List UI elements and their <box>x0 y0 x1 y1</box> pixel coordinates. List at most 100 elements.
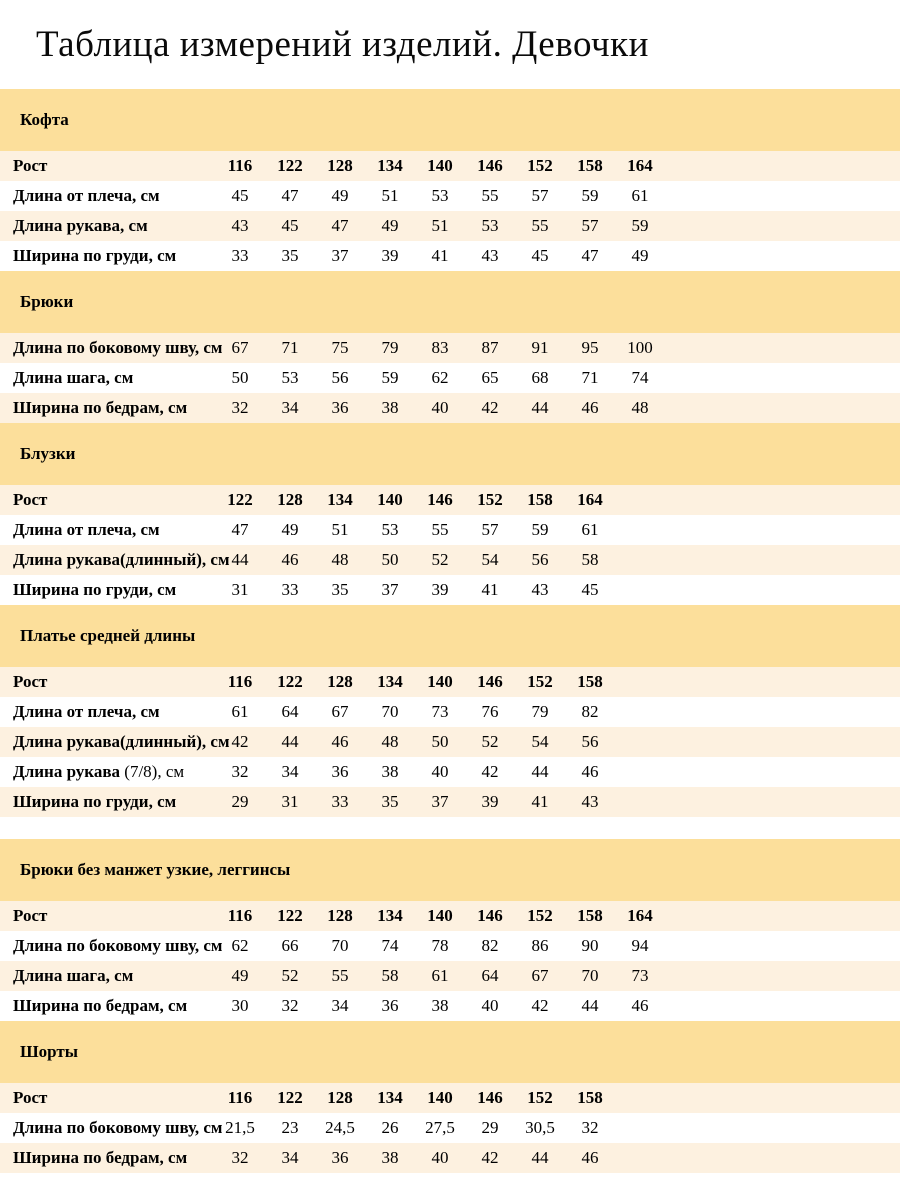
measurement-value: 49 <box>331 186 349 205</box>
measurement-value: 41 <box>481 580 499 599</box>
measurement-value: 49 <box>631 246 649 265</box>
table-row: Ширина по груди, см 29 31 33 35 37 39 41 43 <box>0 787 900 817</box>
measurement-value: 58 <box>581 550 599 569</box>
size-column-header: 122 <box>277 906 303 925</box>
measurement-value: 70 <box>331 936 349 955</box>
measurement-value: 38 <box>381 398 399 417</box>
measurement-value: 32 <box>231 1148 249 1167</box>
section-shorty: Шорты Рост 116 122 128 134 140 146 152 158 Длина п… <box>0 1021 900 1173</box>
measurement-value: 46 <box>581 762 599 781</box>
measurement-value: 21,5 <box>225 1118 255 1137</box>
row-label-text: Длина шага, см <box>13 966 134 985</box>
measurement-value: 70 <box>381 702 399 721</box>
measurement-value: 48 <box>331 550 349 569</box>
table-row: Длина от плеча, см 61 64 67 70 73 76 79 82 <box>0 697 900 727</box>
size-column-header: 146 <box>477 1088 503 1107</box>
measurement-value: 87 <box>481 338 499 357</box>
measurement-value: 90 <box>581 936 599 955</box>
measurement-value: 94 <box>631 936 649 955</box>
size-column-header: 164 <box>627 156 653 175</box>
row-label-text: Длина по боковому шву, см <box>13 936 223 955</box>
size-column-header: 116 <box>227 906 253 925</box>
measurement-value: 79 <box>531 702 549 721</box>
row-label-text: Рост <box>13 156 48 175</box>
measurement-value: 49 <box>231 966 249 985</box>
section-header-band: Платье средней длины <box>0 605 900 667</box>
table-row: Длина от плеча, см 47 49 51 53 55 57 59 61 <box>0 515 900 545</box>
table-row: Длина рукава (7/8), см 32 34 36 38 40 42 44 46 <box>0 757 900 787</box>
row-label-text: Рост <box>13 1088 48 1107</box>
table-row: Ширина по бедрам, см 32 34 36 38 40 42 44 46 48 <box>0 393 900 423</box>
row-label: Длина по боковому шву, см <box>0 936 223 956</box>
size-column-header: 152 <box>527 1088 553 1107</box>
table-row: Длина по боковому шву, см 21,5 23 24,5 26 27,… <box>0 1113 900 1143</box>
measurement-value: 79 <box>381 338 399 357</box>
measurement-value: 57 <box>581 216 599 235</box>
measurement-value: 27,5 <box>425 1118 455 1137</box>
measurement-value: 82 <box>581 702 599 721</box>
measurement-value: 52 <box>481 732 499 751</box>
size-column-header: 122 <box>227 490 253 509</box>
measurement-value: 51 <box>331 520 349 539</box>
section-kofta: Кофта Рост 116 122 128 134 140 146 152 158 164 Длин… <box>0 89 900 271</box>
measurement-value: 54 <box>481 550 499 569</box>
row-label: Длина от плеча, см <box>0 186 215 206</box>
size-column-header: 158 <box>527 490 553 509</box>
measurement-value: 39 <box>431 580 449 599</box>
measurement-value: 35 <box>281 246 299 265</box>
measurement-value: 65 <box>481 368 499 387</box>
measurement-value: 71 <box>581 368 599 387</box>
row-label-text: Длина рукава <box>13 762 125 781</box>
measurement-value: 40 <box>431 762 449 781</box>
measurement-value: 59 <box>581 186 599 205</box>
measurement-value: 40 <box>431 1148 449 1167</box>
row-label: Длина от плеча, см <box>0 520 215 540</box>
size-column-header: 140 <box>427 672 453 691</box>
measurement-value: 45 <box>531 246 549 265</box>
measurement-value: 46 <box>331 732 349 751</box>
measurement-value: 57 <box>481 520 499 539</box>
measurement-value: 34 <box>281 398 299 417</box>
size-column-header: 158 <box>577 156 603 175</box>
table-row: Длина от плеча, см 45 47 49 51 53 55 57 59 61 <box>0 181 900 211</box>
measurement-value: 38 <box>381 762 399 781</box>
measurement-value: 56 <box>581 732 599 751</box>
size-column-header: 134 <box>377 672 403 691</box>
measurement-value: 86 <box>531 936 549 955</box>
measurement-value: 50 <box>431 732 449 751</box>
measurement-value: 44 <box>531 1148 549 1167</box>
size-column-header: 128 <box>327 156 353 175</box>
measurement-value: 74 <box>381 936 399 955</box>
size-column-header: 152 <box>527 672 553 691</box>
row-label: Длина по боковому шву, см <box>0 1118 223 1138</box>
table-row: Ширина по груди, см 31 33 35 37 39 41 43 45 <box>0 575 900 605</box>
row-label: Рост <box>0 490 215 510</box>
size-column-header: 116 <box>227 1088 253 1107</box>
measurement-value: 55 <box>331 966 349 985</box>
measurement-value: 40 <box>431 398 449 417</box>
measurement-value: 46 <box>581 1148 599 1167</box>
table-row: Длина по боковому шву, см 67 71 75 79 83 87 91 9… <box>0 333 900 363</box>
measurement-value: 76 <box>481 702 499 721</box>
measurement-value: 35 <box>381 792 399 811</box>
row-label-text: Длина шага, см <box>13 368 134 387</box>
measurement-value: 37 <box>381 580 399 599</box>
measurement-value: 24,5 <box>325 1118 355 1137</box>
measurement-value: 54 <box>531 732 549 751</box>
size-column-header: 152 <box>527 906 553 925</box>
row-label-text: Длина по боковому шву, см <box>13 1118 223 1137</box>
measurement-value: 67 <box>331 702 349 721</box>
row-label-text: Длина рукава(длинный), см <box>13 732 230 751</box>
measurement-value: 51 <box>431 216 449 235</box>
size-column-header: 158 <box>577 906 603 925</box>
measurement-value: 52 <box>281 966 299 985</box>
measurement-value: 35 <box>331 580 349 599</box>
row-label: Рост <box>0 1088 215 1108</box>
measurement-value: 44 <box>531 398 549 417</box>
row-label-text: Ширина по груди, см <box>13 792 177 811</box>
measurement-value: 71 <box>281 338 299 357</box>
measurement-value: 42 <box>481 1148 499 1167</box>
row-label: Длина рукава (7/8), см <box>0 762 215 782</box>
measurement-value: 39 <box>481 792 499 811</box>
measurement-value: 45 <box>581 580 599 599</box>
